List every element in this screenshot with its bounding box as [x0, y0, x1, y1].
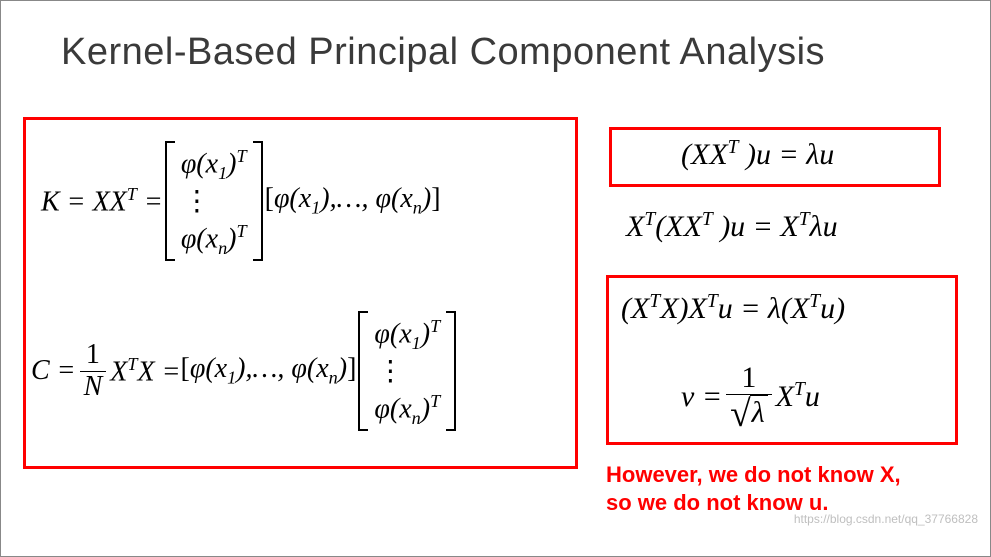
page-title: Kernel-Based Principal Component Analysi… [61, 31, 825, 74]
equation-eigen-3: (XTX)XTu = λ(XTu) [621, 291, 845, 326]
equation-v: v = 1 √λ XTu [681, 361, 820, 433]
note-text: However, we do not know X, so we do not … [606, 461, 966, 516]
equation-eigen-2: XT(XXT )u = XTλu [626, 209, 838, 244]
equation-C: C = 1 N XTX = [φ(x1),…, φ(xn)] φ(x1)T ⋮ … [31, 311, 458, 431]
equation-eigen-1: (XXT )u = λu [681, 137, 834, 172]
note-line-1: However, we do not know X, [606, 461, 966, 489]
watermark: https://blog.csdn.net/qq_37766828 [794, 512, 978, 526]
slide: Kernel-Based Principal Component Analysi… [0, 0, 991, 557]
equation-K: K = XXT = φ(x1)T ⋮ φ(xn)T [φ(x1),…, φ(xn… [41, 141, 441, 261]
